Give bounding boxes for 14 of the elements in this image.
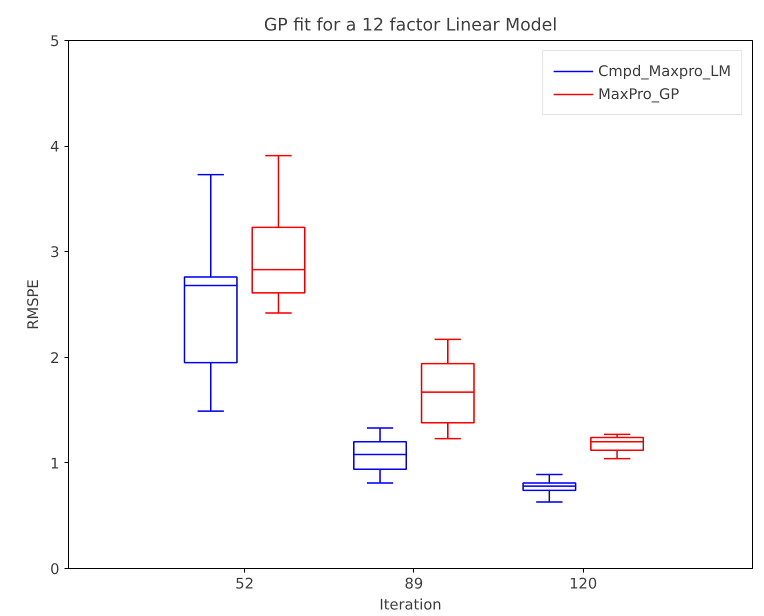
x-tick-label: 89 <box>404 576 424 592</box>
x-axis-title: Iteration <box>379 596 442 614</box>
y-tick-label: 3 <box>50 244 60 262</box>
x-tick-label: 120 <box>569 576 598 592</box>
chart-title: GP fit for a 12 factor Linear Model <box>264 16 558 36</box>
y-tick-label: 1 <box>50 455 60 472</box>
x-tick-label: 52 <box>235 576 254 592</box>
y-tick-label: 0 <box>50 561 60 578</box>
y-tick-label: 5 <box>50 33 60 50</box>
legend-label: Cmpd_Maxpro_LM <box>598 62 731 80</box>
legend-label: MaxPro_GP <box>598 86 680 102</box>
y-axis-title: RMSPE <box>25 279 42 330</box>
y-tick-label: 4 <box>50 138 60 156</box>
y-tick-label: 2 <box>50 350 60 367</box>
